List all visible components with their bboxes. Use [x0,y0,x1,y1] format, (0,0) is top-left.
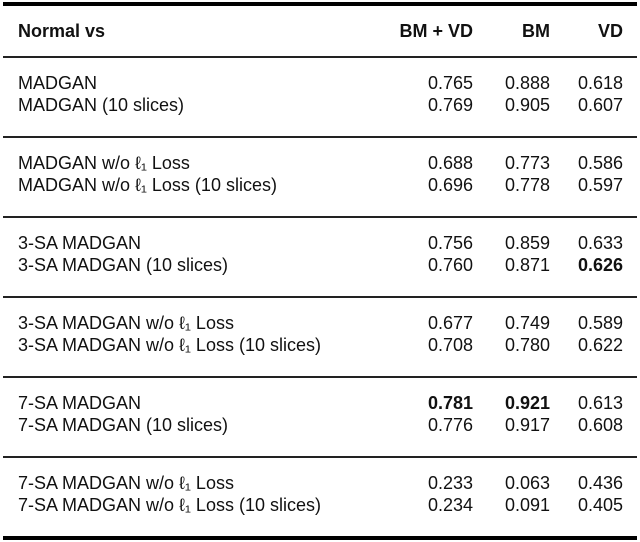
cell-bm: 0.091 [504,495,550,515]
row-label: 7-SA MADGAN w/o ℓ₁ Loss (10 slices) [18,495,321,515]
table-rule-top [3,2,637,6]
cell-bm: 0.063 [504,473,550,493]
table-rule-mid [3,216,637,218]
table-row: 7-SA MADGAN 0.781 0.921 0.613 [3,392,637,414]
cell-vd: 0.626 [577,255,623,275]
cell-bm-vd: 0.696 [427,175,473,195]
cell-bm: 0.859 [504,233,550,253]
cell-vd: 0.633 [577,233,623,253]
table-group-madgan-wo-l1: MADGAN w/o ℓ₁ Loss 0.688 0.773 0.586 MAD… [3,138,637,216]
cell-bm: 0.905 [504,95,550,115]
cell-bm: 0.780 [504,335,550,355]
row-label: 7-SA MADGAN w/o ℓ₁ Loss [18,473,234,493]
cell-bm: 0.888 [504,73,550,93]
cell-vd: 0.622 [577,335,623,355]
cell-bm-vd: 0.769 [427,95,473,115]
row-label: 3-SA MADGAN w/o ℓ₁ Loss (10 slices) [18,335,321,355]
table-rule-header [3,56,637,58]
cell-bm-vd: 0.776 [427,415,473,435]
table-row: MADGAN 0.765 0.888 0.618 [3,72,637,94]
column-header-vd: VD [597,20,623,41]
results-table: Normal vs BM + VD BM VD MADGAN 0.765 0.8… [3,2,637,540]
cell-bm-vd: 0.781 [427,393,473,413]
cell-bm: 0.773 [504,153,550,173]
cell-bm: 0.871 [504,255,550,275]
table-rule-mid [3,456,637,458]
table-rule-mid [3,136,637,138]
row-label: MADGAN (10 slices) [18,95,185,115]
table-group-3sa-madgan-wo-l1: 3-SA MADGAN w/o ℓ₁ Loss 0.677 0.749 0.58… [3,298,637,376]
cell-bm-vd: 0.233 [427,473,473,493]
row-label: 7-SA MADGAN [18,393,142,413]
row-label: 7-SA MADGAN (10 slices) [18,415,229,435]
cell-bm: 0.749 [504,313,550,333]
cell-vd: 0.436 [577,473,623,493]
column-header-bm-vd: BM + VD [399,20,473,41]
cell-vd: 0.608 [577,415,623,435]
cell-bm-vd: 0.756 [427,233,473,253]
table-row: 7-SA MADGAN (10 slices) 0.776 0.917 0.60… [3,414,637,436]
cell-vd: 0.607 [577,95,623,115]
table-row: 7-SA MADGAN w/o ℓ₁ Loss (10 slices) 0.23… [3,494,637,516]
table-group-3sa-madgan: 3-SA MADGAN 0.756 0.859 0.633 3-SA MADGA… [3,218,637,296]
row-label: MADGAN [18,73,98,93]
cell-vd: 0.597 [577,175,623,195]
cell-bm-vd: 0.760 [427,255,473,275]
cell-vd: 0.613 [577,393,623,413]
cell-bm-vd: 0.234 [427,495,473,515]
row-label: 3-SA MADGAN (10 slices) [18,255,229,275]
table-row: 3-SA MADGAN (10 slices) 0.760 0.871 0.62… [3,254,637,276]
cell-bm-vd: 0.677 [427,313,473,333]
row-label: 3-SA MADGAN w/o ℓ₁ Loss [18,313,234,333]
table-rule-bottom [3,536,637,540]
cell-bm-vd: 0.688 [427,153,473,173]
table-group-madgan: MADGAN 0.765 0.888 0.618 MADGAN (10 slic… [3,58,637,136]
table-row: 3-SA MADGAN 0.756 0.859 0.633 [3,232,637,254]
table-row: MADGAN w/o ℓ₁ Loss 0.688 0.773 0.586 [3,152,637,174]
row-label: MADGAN w/o ℓ₁ Loss [18,153,190,173]
table-row: 7-SA MADGAN w/o ℓ₁ Loss 0.233 0.063 0.43… [3,472,637,494]
table-row: MADGAN w/o ℓ₁ Loss (10 slices) 0.696 0.7… [3,174,637,196]
column-header-normal-vs: Normal vs [18,20,106,41]
table-rule-mid [3,296,637,298]
row-label: MADGAN w/o ℓ₁ Loss (10 slices) [18,175,277,195]
table-row: 3-SA MADGAN w/o ℓ₁ Loss 0.677 0.749 0.58… [3,312,637,334]
cell-bm: 0.778 [504,175,550,195]
column-header-bm: BM [522,20,550,41]
cell-vd: 0.405 [577,495,623,515]
table-row: 3-SA MADGAN w/o ℓ₁ Loss (10 slices) 0.70… [3,334,637,356]
cell-vd: 0.586 [577,153,623,173]
table-rule-mid [3,376,637,378]
cell-bm-vd: 0.708 [427,335,473,355]
table-header-row: Normal vs BM + VD BM VD [3,6,637,56]
table-group-7sa-madgan: 7-SA MADGAN 0.781 0.921 0.613 7-SA MADGA… [3,378,637,456]
cell-bm: 0.917 [504,415,550,435]
table-group-7sa-madgan-wo-l1: 7-SA MADGAN w/o ℓ₁ Loss 0.233 0.063 0.43… [3,458,637,536]
table-row: MADGAN (10 slices) 0.769 0.905 0.607 [3,94,637,116]
cell-vd: 0.618 [577,73,623,93]
cell-bm-vd: 0.765 [427,73,473,93]
cell-vd: 0.589 [577,313,623,333]
row-label: 3-SA MADGAN [18,233,142,253]
cell-bm: 0.921 [504,393,550,413]
